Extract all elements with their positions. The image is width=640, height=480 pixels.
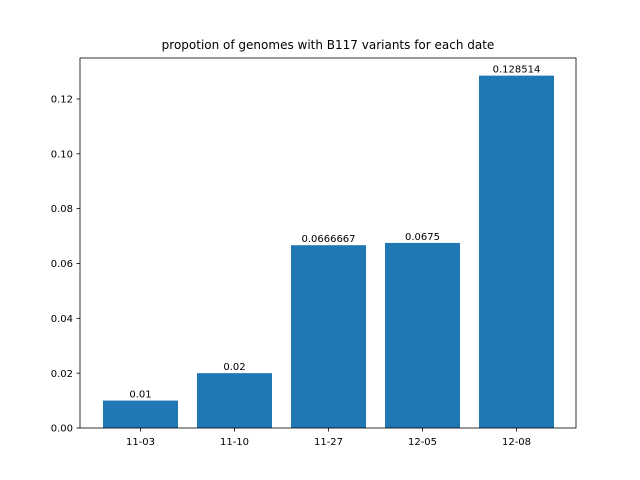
y-tick-label: 0.06 [51, 259, 73, 270]
bar-11-03 [103, 400, 178, 428]
x-tick-label: 11-10 [220, 437, 249, 448]
y-tick-label: 0.08 [51, 204, 73, 215]
y-axis: 0.00 0.02 0.04 0.06 0.08 0.10 0.12 [51, 95, 80, 435]
y-tick-label: 0.12 [51, 95, 73, 106]
bar-11-27 [291, 245, 366, 428]
bar-value-label: 0.02 [223, 362, 245, 373]
plot-frame [79, 57, 577, 429]
x-axis: 11-03 11-10 11-27 12-05 12-08 [126, 428, 531, 448]
x-tick-label: 11-27 [314, 437, 343, 448]
bar-12-08 [479, 75, 554, 429]
chart-title: propotion of genomes with B117 variants … [162, 38, 495, 52]
bar-value-label: 0.0675 [405, 232, 440, 243]
bar-12-05 [385, 242, 460, 428]
x-tick-label: 11-03 [126, 437, 155, 448]
y-tick-label: 0.00 [51, 424, 73, 435]
bars-group [103, 75, 554, 429]
bar-labels-group: 0.01 0.02 0.0666667 0.0675 0.128514 [129, 65, 540, 401]
y-tick-label: 0.10 [51, 149, 73, 160]
y-tick-label: 0.04 [51, 314, 73, 325]
y-tick-label: 0.02 [51, 369, 73, 380]
bar-value-label: 0.0666667 [301, 234, 355, 245]
x-tick-label: 12-05 [408, 437, 437, 448]
x-tick-label: 12-08 [502, 437, 531, 448]
bar-value-label: 0.01 [129, 390, 151, 401]
bar-value-label: 0.128514 [493, 65, 541, 76]
bar-11-10 [197, 373, 272, 428]
